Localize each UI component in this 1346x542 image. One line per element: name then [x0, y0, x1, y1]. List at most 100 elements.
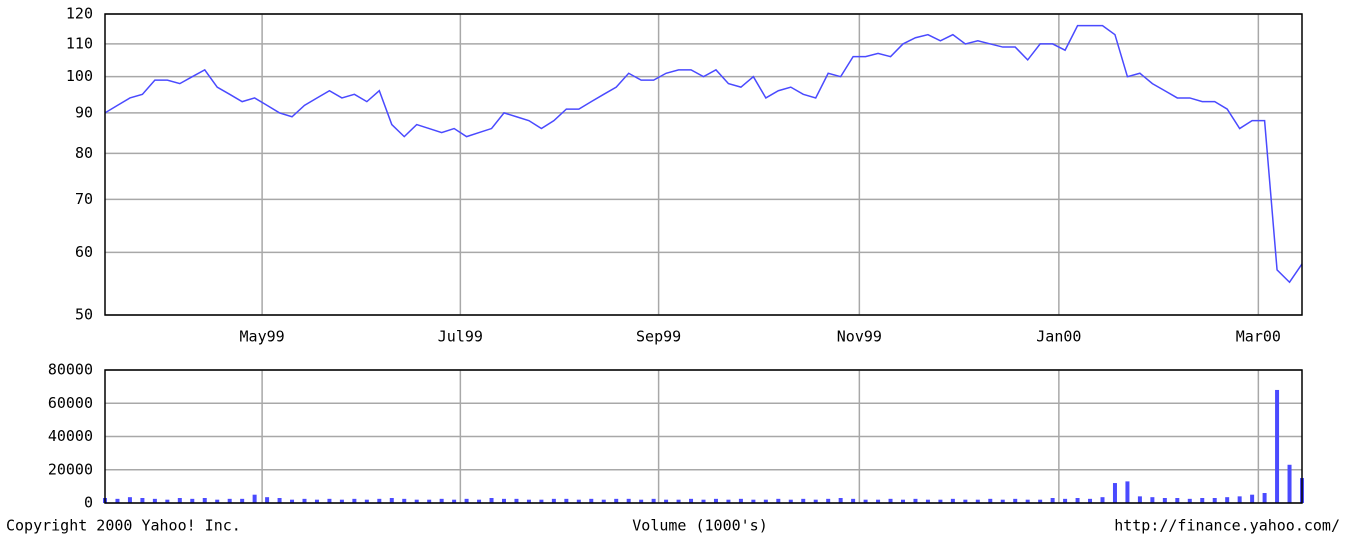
y-tick-label: 70 — [75, 190, 93, 208]
volume-bar — [1025, 499, 1030, 503]
volume-bar — [526, 499, 531, 503]
volume-bar — [364, 499, 369, 503]
volume-bar — [290, 499, 295, 503]
volume-bar — [115, 498, 120, 503]
volume-bar — [689, 498, 694, 503]
volume-bar — [826, 498, 831, 503]
volume-bar — [950, 498, 955, 503]
volume-bar — [614, 498, 619, 503]
y-tick-label: 20000 — [48, 460, 93, 478]
x-tick-label: Nov99 — [837, 328, 882, 346]
volume-bar — [576, 499, 581, 503]
volume-bar — [140, 498, 145, 503]
y-tick-label: 50 — [75, 306, 93, 324]
volume-bar — [851, 498, 856, 503]
volume-bar — [1137, 496, 1142, 503]
volume-bar — [165, 499, 170, 503]
volume-bar — [539, 499, 544, 503]
annotation: Copyright 2000 Yahoo! Inc. — [6, 517, 241, 535]
volume-bar — [489, 498, 494, 503]
volume-bar — [277, 498, 282, 503]
volume-bar — [664, 499, 669, 503]
volume-bar — [227, 498, 232, 503]
volume-bar — [427, 499, 432, 503]
plot-area — [105, 14, 1302, 315]
price-line — [104, 24, 1303, 284]
volume-bar — [925, 499, 930, 503]
volume-bar — [888, 498, 893, 503]
x-tick-label: Mar00 — [1236, 328, 1281, 346]
y-tick-label: 0 — [84, 494, 93, 512]
volume-bar — [1225, 497, 1230, 503]
y-tick-label: 60000 — [48, 394, 93, 412]
volume-bar — [514, 498, 519, 503]
y-tick-label: 60 — [75, 243, 93, 261]
volume-bar — [1088, 498, 1093, 503]
volume-bar — [389, 498, 394, 503]
volume-bar — [1112, 483, 1117, 503]
volume-bar — [838, 498, 843, 503]
volume-bar — [1100, 497, 1105, 503]
volume-bar — [1200, 498, 1205, 503]
volume-bar — [477, 499, 482, 503]
volume-bar — [738, 498, 743, 503]
volume-bar — [564, 498, 569, 503]
volume-bar — [452, 499, 457, 503]
volume-bar — [1000, 499, 1005, 503]
volume-bar — [1050, 498, 1055, 503]
volume-bar — [1287, 464, 1292, 503]
volume-bar — [327, 498, 332, 503]
volume-bar — [439, 498, 444, 503]
volume-bar — [1250, 494, 1255, 503]
volume-bar — [1075, 498, 1080, 503]
volume-bar — [876, 499, 881, 503]
volume-bar — [975, 499, 980, 503]
volume-bar — [813, 499, 818, 503]
volume-bar — [1125, 481, 1130, 503]
volume-bar — [464, 498, 469, 503]
volume-bar — [302, 498, 307, 503]
volume-bar — [601, 499, 606, 503]
volume-bar — [589, 498, 594, 503]
volume-bar — [639, 499, 644, 503]
volume-bar — [1013, 498, 1018, 503]
volume-bar — [402, 498, 407, 503]
volume-bar — [551, 498, 556, 503]
y-tick-label: 100 — [66, 67, 93, 85]
volume-bar — [314, 499, 319, 503]
x-tick-label: May99 — [240, 328, 285, 346]
x-tick-label: Jul99 — [438, 328, 483, 346]
x-tick-label: Sep99 — [636, 328, 681, 346]
volume-bar — [339, 499, 344, 503]
volume-bar — [240, 498, 245, 503]
volume-bar — [863, 499, 868, 503]
volume-bar — [265, 497, 270, 503]
y-tick-label: 40000 — [48, 427, 93, 445]
volume-bar — [152, 498, 157, 503]
volume-bar — [202, 498, 207, 503]
volume-bar — [726, 499, 731, 503]
y-tick-label: 80 — [75, 144, 93, 162]
volume-bar — [1162, 498, 1167, 503]
volume-bar — [626, 498, 631, 503]
volume-bar — [651, 498, 656, 503]
volume-bar — [913, 498, 918, 503]
volume-bar — [1038, 499, 1043, 503]
volume-bar — [676, 499, 681, 503]
volume-bar — [988, 498, 993, 503]
volume-bar — [801, 498, 806, 503]
volume-bar — [190, 498, 195, 503]
volume-bar — [377, 498, 382, 503]
y-tick-label: 90 — [75, 103, 93, 121]
x-tick-label: Jan00 — [1036, 328, 1081, 346]
volume-bar — [901, 499, 905, 503]
frame — [104, 13, 1303, 316]
volume-bar — [788, 499, 793, 503]
volume-bar — [414, 499, 419, 503]
volume-bar — [1063, 498, 1068, 503]
volume-bar — [127, 497, 132, 503]
volume-bar — [751, 499, 756, 503]
volume-bar — [1212, 498, 1217, 503]
volume-bar — [963, 499, 968, 503]
